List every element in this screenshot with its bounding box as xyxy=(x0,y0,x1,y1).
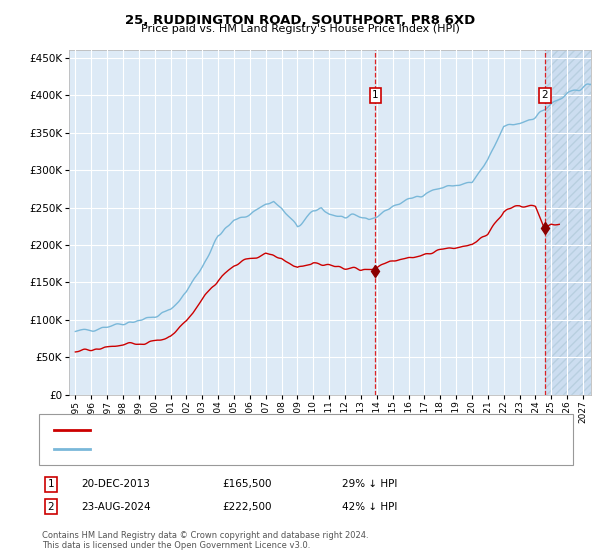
Text: 25, RUDDINGTON ROAD, SOUTHPORT, PR8 6XD: 25, RUDDINGTON ROAD, SOUTHPORT, PR8 6XD xyxy=(125,14,475,27)
Text: £165,500: £165,500 xyxy=(222,479,271,489)
Text: Price paid vs. HM Land Registry's House Price Index (HPI): Price paid vs. HM Land Registry's House … xyxy=(140,24,460,34)
Text: 1: 1 xyxy=(372,90,379,100)
Text: 1: 1 xyxy=(47,479,55,489)
Text: HPI: Average price, detached house, Sefton: HPI: Average price, detached house, Seft… xyxy=(99,445,311,455)
Text: 2: 2 xyxy=(541,90,548,100)
Text: Contains HM Land Registry data © Crown copyright and database right 2024.
This d: Contains HM Land Registry data © Crown c… xyxy=(42,531,368,550)
Text: 25, RUDDINGTON ROAD, SOUTHPORT, PR8 6XD (detached house): 25, RUDDINGTON ROAD, SOUTHPORT, PR8 6XD … xyxy=(99,424,421,435)
Text: 20-DEC-2013: 20-DEC-2013 xyxy=(81,479,150,489)
Text: £222,500: £222,500 xyxy=(222,502,271,512)
Text: 29% ↓ HPI: 29% ↓ HPI xyxy=(342,479,397,489)
Text: 23-AUG-2024: 23-AUG-2024 xyxy=(81,502,151,512)
Text: 42% ↓ HPI: 42% ↓ HPI xyxy=(342,502,397,512)
Text: 2: 2 xyxy=(47,502,55,512)
